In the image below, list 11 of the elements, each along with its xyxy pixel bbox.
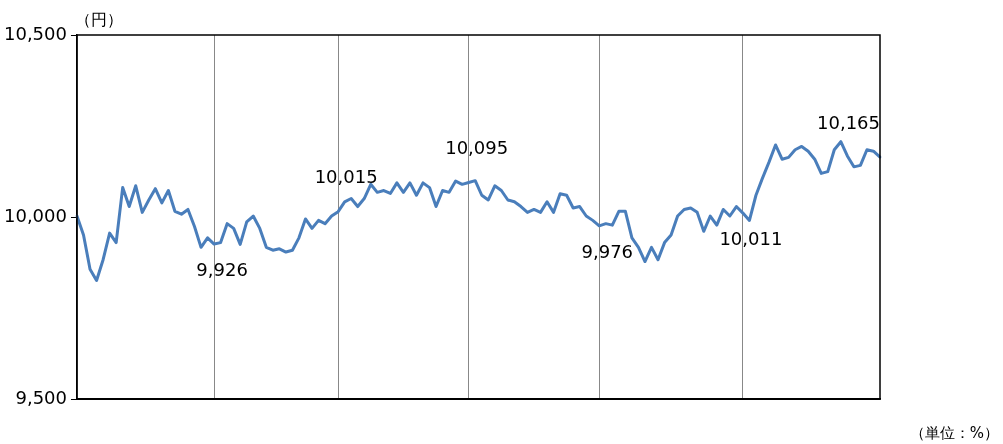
y-tick-label: 10,000 [4,204,67,226]
y-axis-title: （円） [74,10,123,30]
text: （単位：%） [909,424,999,443]
data-label: 10,011 [719,227,783,249]
data-label: 10,015 [314,166,378,188]
y-tick-label: 9,500 [15,386,67,408]
data-label: 10,095 [445,137,509,159]
y-tick-label: 10,500 [4,22,67,44]
data-label: 9,926 [196,258,248,280]
data-label: 10,165 [817,111,880,133]
data-label: 9,976 [581,240,634,262]
